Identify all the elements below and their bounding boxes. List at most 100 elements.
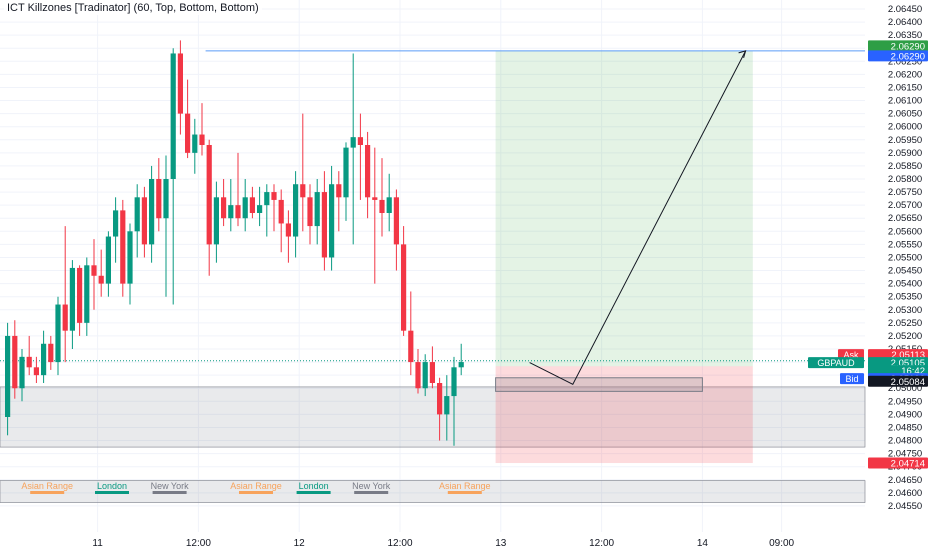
candle-body — [307, 197, 313, 227]
candle-body — [105, 236, 111, 284]
candle-body — [329, 184, 335, 258]
time-axis[interactable]: 11 12:00 12 12:00 13 12:00 14 09:00 — [92, 538, 794, 549]
candle-body — [41, 343, 47, 376]
time-tick: 13 — [495, 538, 507, 549]
price-tick: 2.05700 — [888, 200, 922, 211]
time-tick: 12 — [294, 538, 306, 549]
time-tick: 12:00 — [589, 538, 614, 549]
price-tick: 2.05550 — [888, 239, 922, 250]
price-tick: 2.05850 — [888, 161, 922, 172]
price-tick: 2.05200 — [888, 331, 922, 342]
candle-body — [415, 362, 421, 389]
price-tick: 2.05950 — [888, 135, 922, 146]
grid — [0, 0, 865, 532]
session-labels: Asian Range London New York Asian Range Lond… — [21, 481, 491, 494]
price-tick: 2.06050 — [888, 109, 922, 120]
stop-price-tag: 2.04714 — [891, 459, 925, 470]
session-label: Asian Range — [21, 481, 73, 491]
candle-body — [451, 367, 457, 397]
range-box-lower — [0, 480, 866, 503]
candle-body — [98, 275, 104, 284]
price-tick: 2.04950 — [888, 396, 922, 407]
candle-body — [149, 179, 155, 245]
target-price-tag-2: 2.06290 — [891, 51, 925, 62]
price-tick: 2.05350 — [888, 292, 922, 303]
session-bar — [30, 491, 65, 494]
price-tick: 2.04750 — [888, 449, 922, 460]
time-tick: 11 — [92, 538, 103, 549]
price-tick: 2.06250 — [888, 56, 922, 67]
candle-body — [444, 396, 450, 415]
target-price-tag-bg — [868, 40, 928, 52]
session-label: New York — [352, 481, 391, 491]
time-tick: 09:00 — [769, 538, 794, 549]
symbol-label-bg — [808, 357, 864, 369]
session-label: Asian Range — [439, 481, 491, 491]
candle-body — [113, 210, 119, 237]
candle-body — [177, 53, 183, 114]
candle-body — [69, 267, 75, 331]
candle-body — [429, 362, 435, 383]
time-tick: 14 — [697, 538, 709, 549]
candle-body — [12, 335, 18, 389]
session-bar — [354, 491, 389, 494]
price-tick: 2.05400 — [888, 279, 922, 290]
candle-body — [33, 367, 39, 376]
price-tick: 2.05750 — [888, 187, 922, 198]
last-price-tag: 2.05105 — [891, 358, 925, 369]
projection-path — [529, 50, 747, 385]
price-tick: 2.06000 — [888, 122, 922, 133]
candle-body — [393, 197, 399, 245]
candle-body — [192, 134, 198, 153]
candle-body — [278, 199, 284, 224]
session-label: Asian Range — [230, 481, 282, 491]
candle-body — [257, 205, 263, 213]
price-tick: 2.04800 — [888, 436, 922, 447]
candle-body — [314, 192, 320, 227]
ask-label: Ask — [843, 350, 859, 360]
price-tick: 2.05800 — [888, 174, 922, 185]
session-label: London — [299, 481, 329, 491]
candle-body — [408, 330, 414, 363]
stop-zone — [495, 366, 753, 464]
bid-label: Bid — [845, 374, 858, 384]
candle-body — [365, 145, 371, 198]
session-bar — [95, 491, 129, 494]
candle-body — [285, 223, 291, 237]
price-tick: 2.05600 — [888, 226, 922, 237]
candle-body — [386, 197, 392, 213]
indicator-title[interactable]: ICT Killzones [Tradinator] (60, Top, Bot… — [4, 1, 262, 15]
bid-label-bg — [840, 373, 864, 385]
candle-body — [336, 184, 342, 198]
candle-body — [77, 267, 83, 323]
candle-body — [120, 210, 126, 284]
candle-body — [170, 53, 176, 179]
candle-body — [5, 335, 11, 417]
candle-body — [55, 304, 61, 363]
candles — [5, 40, 464, 446]
fvg-box — [495, 377, 703, 392]
candle-body — [213, 197, 219, 245]
entry-price-tag-bg — [868, 375, 928, 387]
candle-body — [422, 362, 428, 389]
price-axis[interactable]: 2.064502.064002.063502.063002.062502.062… — [888, 4, 922, 512]
price-tick: 2.05000 — [888, 383, 922, 394]
candle-body — [26, 356, 32, 368]
price-tick: 2.04650 — [888, 475, 922, 486]
target-zone — [495, 50, 753, 367]
price-tick: 2.04600 — [888, 488, 922, 499]
candle-body — [84, 265, 90, 323]
candle-body — [379, 199, 385, 213]
target-price-tag-2-bg — [868, 50, 928, 62]
candle-body — [19, 356, 25, 389]
ask-price-tag: 2.05113 — [891, 350, 925, 361]
candle-body — [185, 113, 191, 153]
time-tick: 12:00 — [186, 538, 211, 549]
candle-body — [249, 197, 255, 213]
candle-body — [48, 343, 54, 363]
price-tick: 2.05900 — [888, 148, 922, 159]
session-bar — [447, 491, 482, 494]
candle-body — [228, 205, 234, 219]
candle-body — [372, 197, 378, 200]
